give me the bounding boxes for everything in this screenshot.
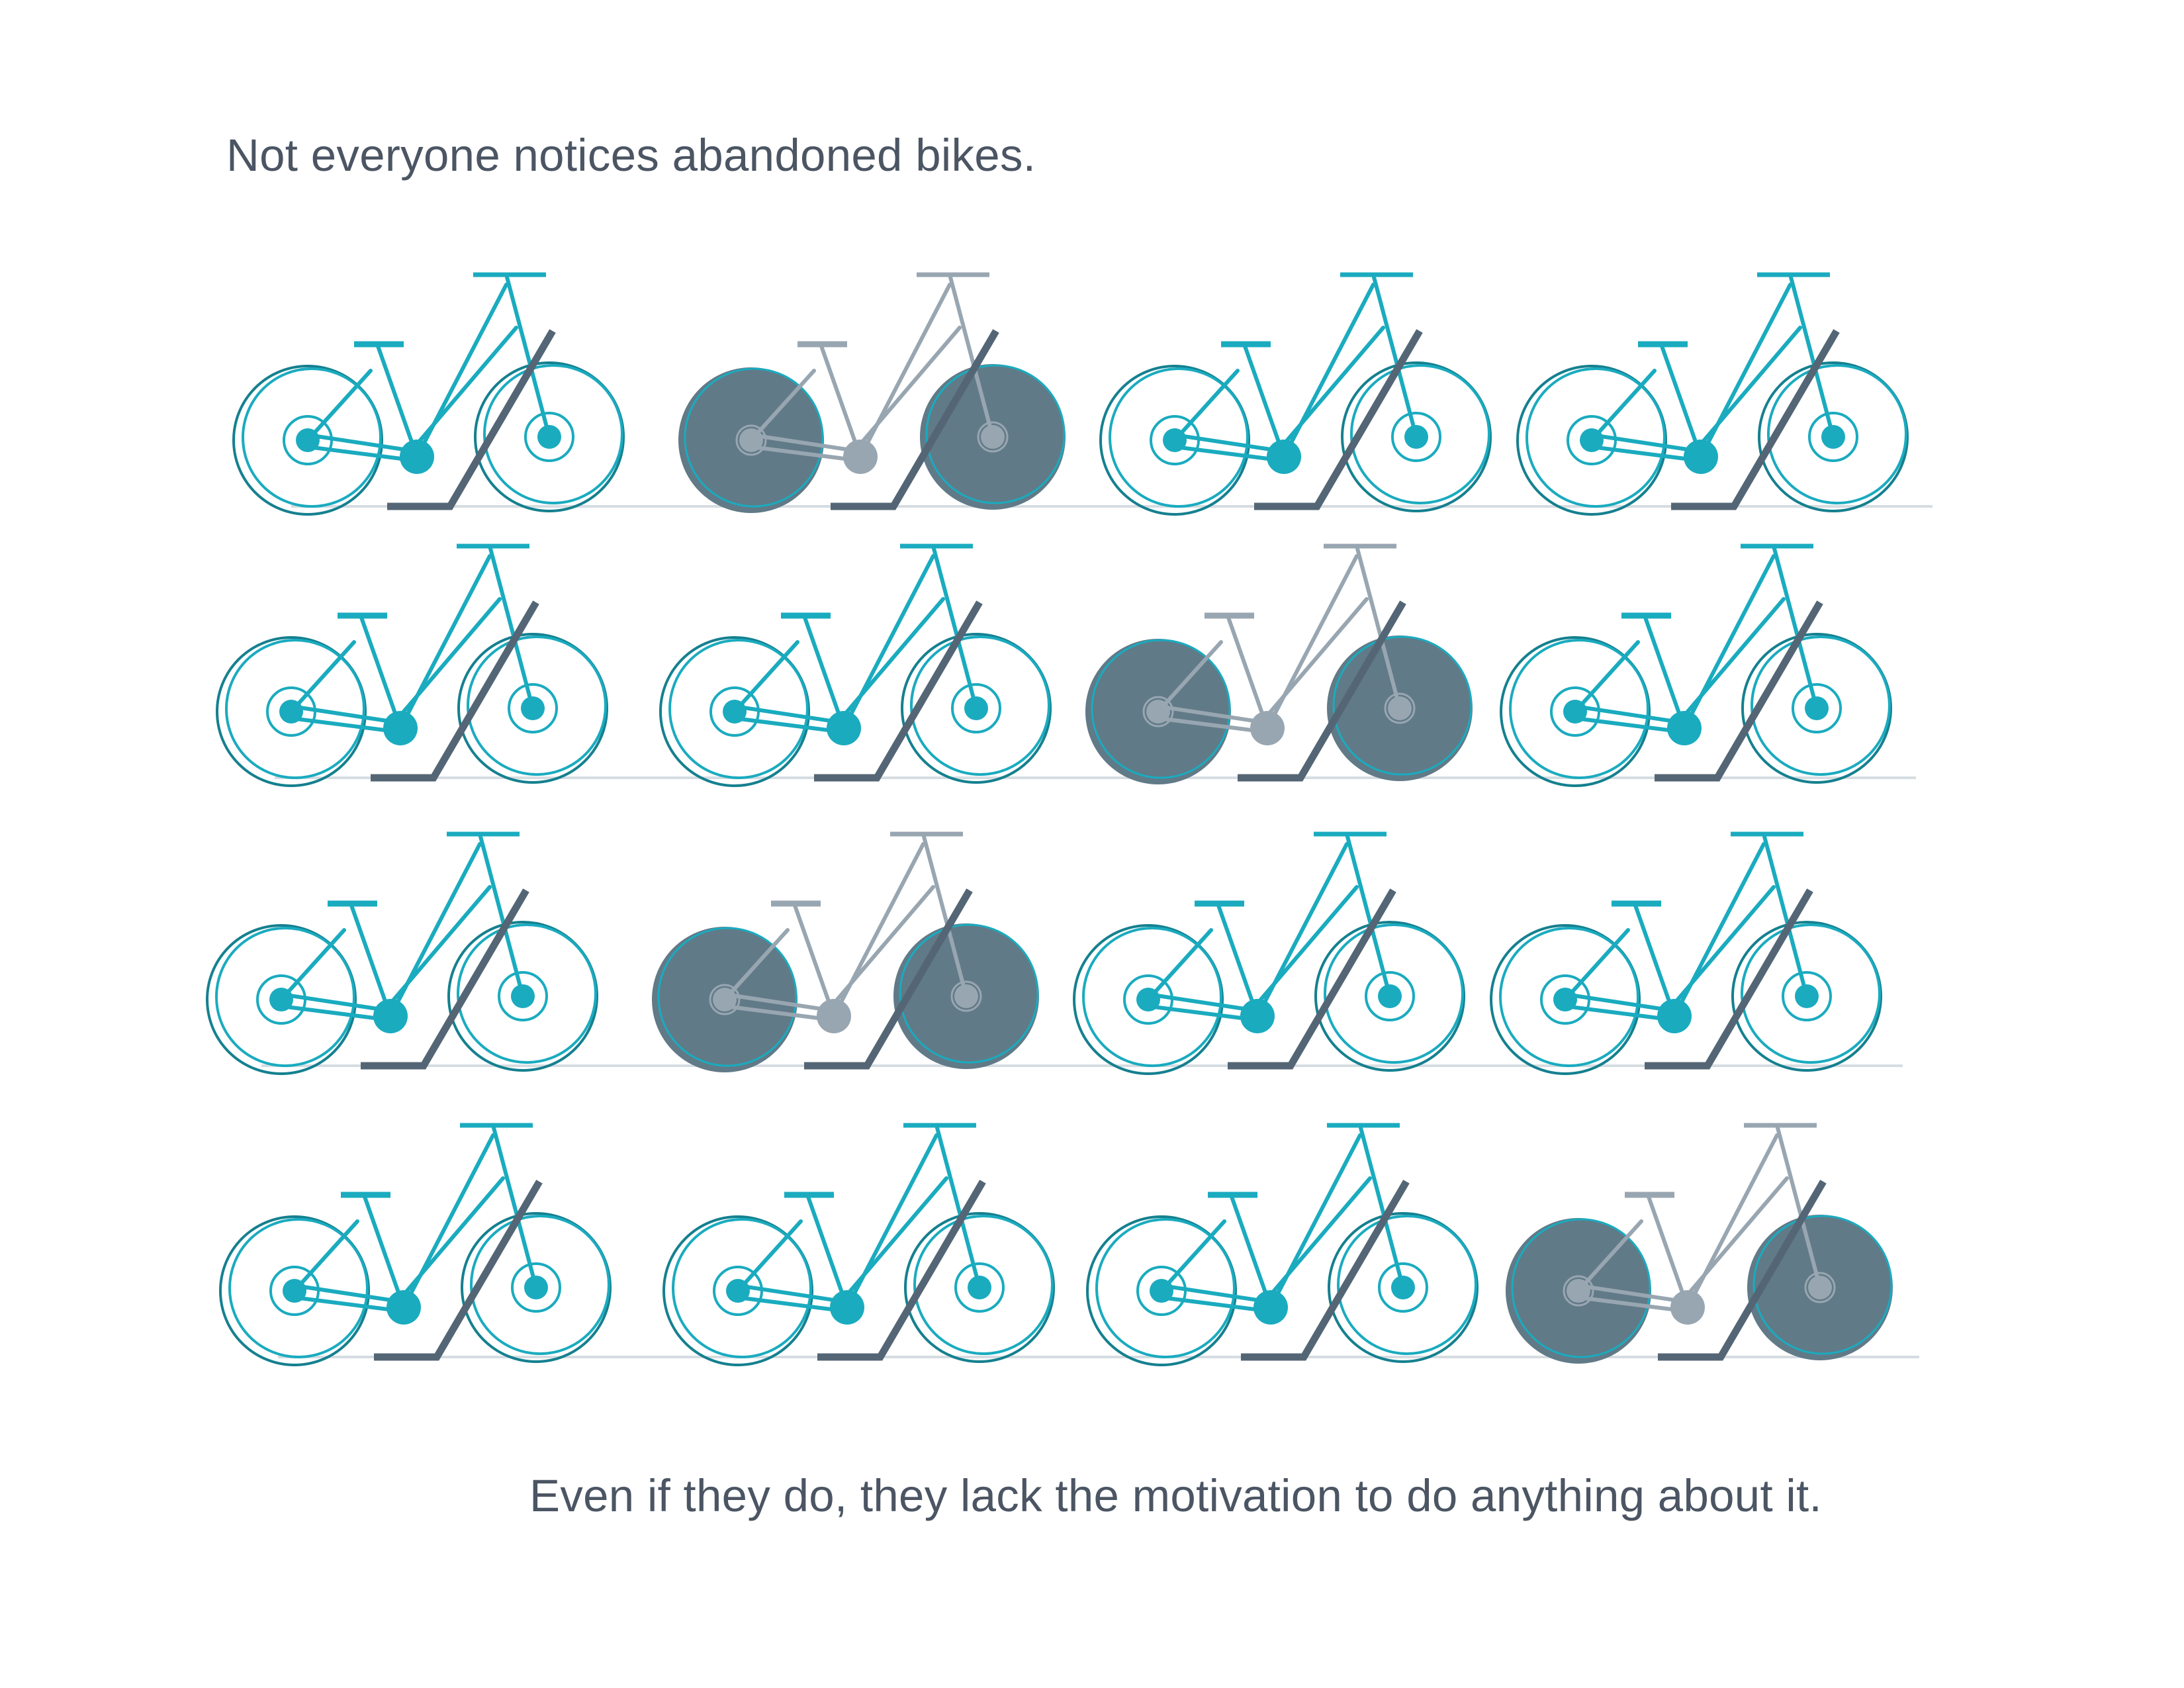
parked-bike: [1087, 1125, 1477, 1365]
parked-bike: [1501, 546, 1891, 786]
bike-frame: [295, 1125, 536, 1311]
bike-frame: [1175, 275, 1416, 461]
parked-bike: [1074, 834, 1464, 1074]
parked-bike: [1101, 275, 1490, 514]
bike-frame: [1565, 834, 1807, 1020]
bike-frame: [281, 834, 523, 1020]
bike-frame: [1575, 546, 1817, 732]
parked-bike: [1518, 275, 1907, 514]
footnote-caption: Even if they do, they lack the motivatio…: [529, 1473, 1822, 1519]
parked-bike: [217, 546, 607, 786]
bike-frame: [308, 275, 549, 461]
bike-frame: [1148, 834, 1390, 1020]
parked-bike: [220, 1125, 610, 1365]
parked-bike: [664, 1125, 1054, 1365]
bike-frame: [1161, 1125, 1403, 1311]
bike-frame: [735, 546, 976, 732]
abandoned-bike: [678, 275, 1066, 513]
bike-frame: [738, 1125, 979, 1311]
parked-bike: [234, 275, 623, 514]
bike-frame: [1592, 275, 1833, 461]
abandoned-bike: [652, 834, 1039, 1072]
parked-bike: [660, 546, 1050, 786]
abandoned-bike: [1085, 546, 1473, 784]
abandoned-bike: [1506, 1125, 1893, 1364]
parked-bike: [1491, 834, 1881, 1074]
parked-bike: [207, 834, 597, 1074]
bike-frame: [291, 546, 533, 732]
